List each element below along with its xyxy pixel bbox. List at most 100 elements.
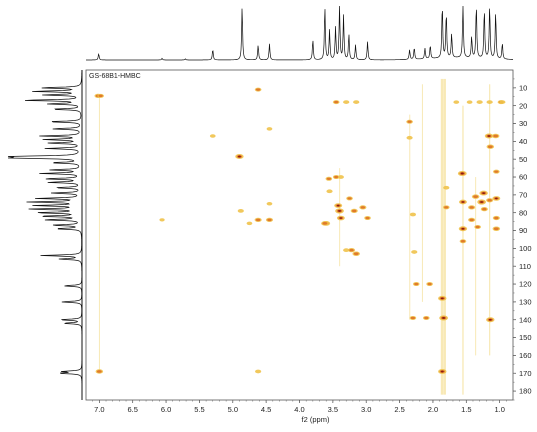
y-axis: 10 20 30 40 50 60 70 80 90 100 110 120 130 140 150 160 1… xyxy=(513,78,532,401)
cross-peak-core xyxy=(347,197,352,200)
cross-peak-core xyxy=(326,177,332,181)
x-tick-label: 7.0 xyxy=(94,405,104,414)
cross-peak xyxy=(443,185,450,190)
noise-streak xyxy=(462,105,464,395)
cross-peak-core xyxy=(98,94,103,98)
cross-peak-core xyxy=(334,175,339,179)
cross-peak xyxy=(255,369,262,374)
x-tick-label: 5.5 xyxy=(194,405,204,414)
cross-peak-core xyxy=(334,100,339,104)
x-axis-label: f2 (ppm) xyxy=(302,415,330,424)
cross-peak-center xyxy=(336,204,340,207)
cross-peak-core xyxy=(473,195,479,198)
y-tick-label: 60 xyxy=(519,173,527,182)
cross-peak xyxy=(466,100,473,104)
cross-peak-core xyxy=(494,216,499,220)
y-tick-label: 20 xyxy=(519,101,527,110)
cross-peak-core xyxy=(407,120,412,123)
cross-peak-core xyxy=(365,216,370,220)
cross-peak-core xyxy=(360,206,366,209)
cross-peak xyxy=(409,212,417,217)
cross-peak xyxy=(343,100,350,104)
cross-peak-center xyxy=(480,201,484,203)
y-tick-label: 160 xyxy=(519,351,532,360)
cross-peak xyxy=(499,100,506,104)
cross-peak-center xyxy=(337,210,342,212)
plot-area xyxy=(85,69,514,401)
cross-peak xyxy=(486,100,493,104)
cross-peak-core xyxy=(460,240,466,243)
x-axis: 7.0 6.5 6.0 5.5 5.0 4.5 4.0 3.5 3.0 2.5 2.0 1.5 1.0 xyxy=(92,400,507,414)
noise-streak xyxy=(443,78,446,395)
cross-peak-core xyxy=(469,218,474,222)
cross-peak xyxy=(326,189,333,194)
cross-peak-core xyxy=(482,207,487,211)
cross-peak-center xyxy=(488,318,492,321)
x-tick-label: 6.5 xyxy=(127,405,137,414)
y-tick-label: 40 xyxy=(519,137,527,146)
cross-peak-center xyxy=(487,135,491,137)
cross-peak xyxy=(209,134,216,138)
cross-peak-core xyxy=(349,248,354,252)
cross-peak xyxy=(353,100,360,104)
cross-peak-core xyxy=(493,134,499,138)
cross-peak-core xyxy=(493,227,499,231)
cross-peak-center xyxy=(339,217,343,219)
x-tick-label: 1.5 xyxy=(461,405,471,414)
cross-peak-center xyxy=(461,201,465,203)
cross-peak-core xyxy=(424,316,429,320)
cross-peak-core xyxy=(255,218,261,222)
x-tick-label: 5.0 xyxy=(228,405,238,414)
plot-title: GS-68B1-HMBC xyxy=(89,73,141,80)
cross-peak-core xyxy=(351,209,357,213)
y-tick-label: 30 xyxy=(519,119,527,128)
x-tick-label: 2.5 xyxy=(394,405,404,414)
y-tick-label: 70 xyxy=(519,190,527,199)
cross-peak-center xyxy=(440,297,444,300)
y-tick-label: 180 xyxy=(519,387,532,396)
noise-streak xyxy=(475,177,477,356)
cross-peak-center xyxy=(494,197,498,200)
cross-peak xyxy=(406,135,413,140)
y-tick-label: 120 xyxy=(519,280,532,289)
cross-peak-core xyxy=(322,222,328,225)
y-tick-label: 50 xyxy=(519,155,527,164)
y-tick-label: 110 xyxy=(519,262,531,271)
x-tick-label: 4.5 xyxy=(261,405,271,414)
noise-streak xyxy=(409,114,411,320)
y-tick-label: 140 xyxy=(519,315,532,324)
cross-peak-core xyxy=(469,206,474,209)
noise-streak xyxy=(421,84,423,302)
cross-peak-center xyxy=(440,370,444,373)
carbon-projection-1d xyxy=(7,70,83,400)
x-tick-label: 6.0 xyxy=(161,405,171,414)
cross-peak-core xyxy=(267,218,272,222)
y-tick-label: 90 xyxy=(519,226,527,235)
cross-peak xyxy=(453,100,460,104)
x-tick-label: 2.0 xyxy=(428,405,438,414)
cross-peak xyxy=(476,100,483,104)
cross-peak xyxy=(246,221,253,226)
cross-peak-center xyxy=(460,172,464,175)
noise-streak xyxy=(489,84,491,356)
cross-peak-core xyxy=(475,225,480,229)
cross-peak xyxy=(337,175,344,179)
y-tick-label: 10 xyxy=(519,83,527,92)
cross-peak-core xyxy=(444,206,449,209)
cross-peak-core xyxy=(414,282,419,286)
cross-peak-center xyxy=(237,155,241,158)
x-tick-label: 3.0 xyxy=(361,405,371,414)
y-tick-label: 150 xyxy=(519,333,532,342)
noise-streak xyxy=(440,78,444,395)
y-tick-label: 130 xyxy=(519,297,532,306)
cross-peak-center xyxy=(482,192,486,194)
cross-peak xyxy=(237,209,244,213)
cross-peak-center xyxy=(442,317,446,319)
cross-peak-core xyxy=(255,88,261,91)
cross-peak-core xyxy=(427,282,432,286)
x-tick-label: 1.0 xyxy=(494,405,504,414)
y-tick-label: 170 xyxy=(519,369,532,378)
cross-peak-core xyxy=(96,370,102,373)
cross-peak-core xyxy=(487,198,492,202)
